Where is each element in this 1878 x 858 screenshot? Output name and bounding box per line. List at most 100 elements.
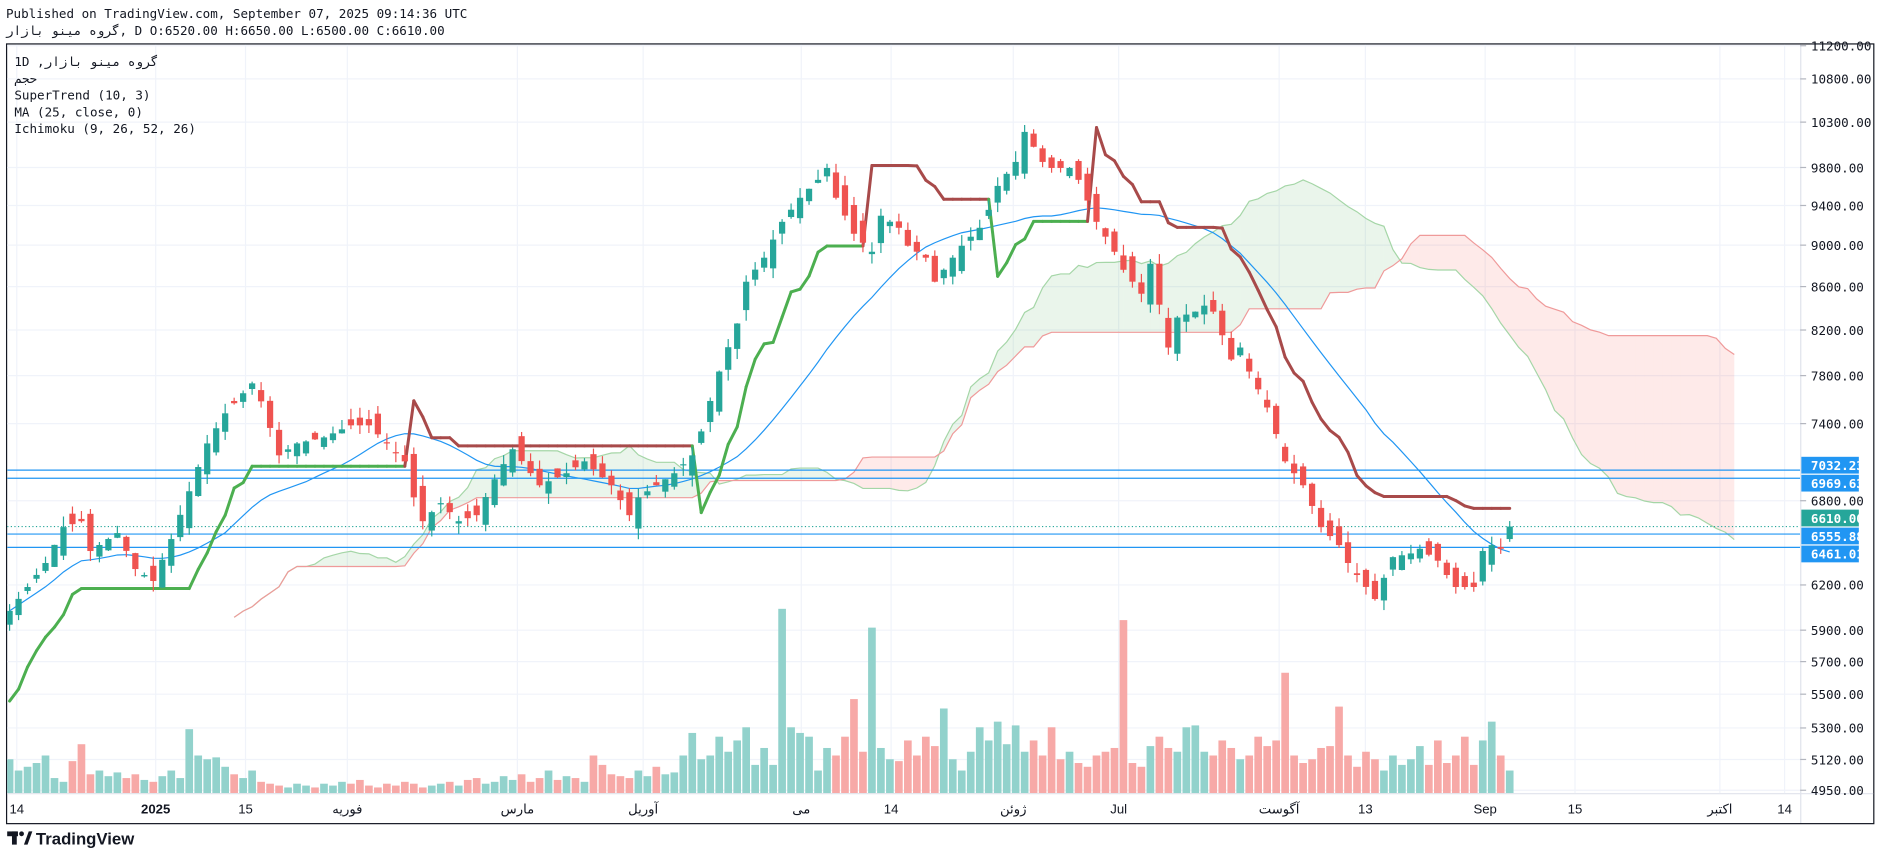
- candle[interactable]: [33, 568, 40, 583]
- candle[interactable]: [1183, 304, 1190, 332]
- candle[interactable]: [491, 474, 498, 508]
- candle[interactable]: [1102, 227, 1109, 245]
- candle[interactable]: [787, 203, 795, 219]
- candle[interactable]: [1129, 251, 1136, 288]
- candle[interactable]: [159, 553, 166, 589]
- candle[interactable]: [141, 572, 148, 578]
- candle[interactable]: [284, 445, 292, 459]
- legend-ma[interactable]: MA (25, close, 0): [14, 104, 143, 119]
- candle[interactable]: [949, 255, 956, 285]
- candle[interactable]: [1084, 167, 1091, 211]
- candle[interactable]: [329, 426, 337, 444]
- candle[interactable]: [1210, 291, 1217, 315]
- legend-ichimoku[interactable]: Ichimoku (9, 26, 52, 26): [14, 121, 196, 136]
- candle[interactable]: [356, 407, 364, 434]
- candle[interactable]: [1066, 167, 1073, 179]
- candle[interactable]: [698, 428, 705, 445]
- candle[interactable]: [455, 515, 462, 534]
- candle[interactable]: [931, 250, 938, 283]
- candle[interactable]: [680, 457, 687, 476]
- candle[interactable]: [868, 242, 876, 264]
- candle[interactable]: [1021, 124, 1028, 179]
- candle[interactable]: [985, 200, 992, 220]
- candle[interactable]: [96, 541, 103, 563]
- candle[interactable]: [24, 583, 31, 595]
- candle[interactable]: [823, 163, 831, 182]
- candle[interactable]: [635, 488, 642, 540]
- candle[interactable]: [554, 468, 561, 479]
- candle[interactable]: [832, 163, 840, 200]
- candle[interactable]: [1039, 145, 1046, 168]
- candle[interactable]: [60, 516, 67, 560]
- candle[interactable]: [563, 462, 570, 485]
- candle[interactable]: [886, 219, 894, 234]
- candle[interactable]: [1488, 536, 1495, 572]
- candle[interactable]: [778, 219, 786, 245]
- candle[interactable]: [383, 433, 390, 450]
- candle[interactable]: [123, 535, 130, 558]
- candle[interactable]: [410, 447, 417, 507]
- candle[interactable]: [78, 510, 85, 523]
- candle[interactable]: [473, 498, 480, 522]
- candle[interactable]: [1174, 315, 1181, 361]
- candle[interactable]: [105, 537, 112, 552]
- legend-supertrend[interactable]: SuperTrend (10, 3): [14, 88, 150, 103]
- candle[interactable]: [536, 460, 543, 488]
- candle[interactable]: [42, 556, 49, 574]
- time-axis[interactable]: 14 2025 15 فوریه مارس آوریل می 14 ژوئن Jul آگوست 13…: [9, 800, 1791, 817]
- candle[interactable]: [464, 504, 471, 527]
- candle[interactable]: [231, 397, 238, 405]
- candle[interactable]: [895, 213, 902, 235]
- candle[interactable]: [590, 448, 597, 476]
- candle[interactable]: [617, 484, 624, 510]
- candle[interactable]: [1228, 331, 1235, 362]
- candle[interactable]: [1416, 544, 1423, 563]
- candle[interactable]: [1138, 273, 1145, 303]
- candle[interactable]: [841, 175, 849, 221]
- candle[interactable]: [1344, 531, 1352, 573]
- candle[interactable]: [913, 235, 920, 261]
- candle[interactable]: [1291, 454, 1298, 484]
- candle[interactable]: [1317, 500, 1325, 533]
- candle[interactable]: [1093, 186, 1100, 230]
- candle[interactable]: [1048, 155, 1055, 173]
- candle[interactable]: [1389, 556, 1397, 576]
- candle[interactable]: [266, 396, 274, 437]
- candle[interactable]: [311, 431, 319, 440]
- candle[interactable]: [1506, 521, 1513, 542]
- candle[interactable]: [1380, 574, 1388, 611]
- tradingview-logo[interactable]: TradingView: [7, 830, 135, 849]
- candle[interactable]: [392, 441, 399, 463]
- candle[interactable]: [1003, 171, 1010, 195]
- candle[interactable]: [1398, 551, 1406, 571]
- candle[interactable]: [338, 419, 346, 434]
- candle[interactable]: [401, 445, 408, 462]
- candle[interactable]: [1443, 559, 1450, 579]
- candle[interactable]: [500, 455, 507, 487]
- candle[interactable]: [1264, 390, 1271, 413]
- candle[interactable]: [805, 188, 813, 205]
- candle[interactable]: [877, 208, 885, 254]
- candle[interactable]: [302, 440, 310, 457]
- candle[interactable]: [293, 441, 301, 465]
- candle[interactable]: [446, 496, 453, 520]
- candle[interactable]: [1111, 228, 1118, 256]
- candle[interactable]: [572, 454, 579, 471]
- candle[interactable]: [1452, 562, 1459, 594]
- candle[interactable]: [1371, 573, 1379, 601]
- candle[interactable]: [177, 505, 184, 542]
- candle[interactable]: [1120, 244, 1127, 273]
- candle[interactable]: [1362, 568, 1370, 595]
- candle[interactable]: [716, 370, 723, 416]
- candle[interactable]: [1434, 542, 1441, 568]
- candle[interactable]: [419, 475, 426, 530]
- candle[interactable]: [1308, 482, 1316, 514]
- candle[interactable]: [689, 447, 696, 487]
- candle[interactable]: [518, 431, 525, 465]
- candle[interactable]: [1192, 311, 1199, 319]
- candle[interactable]: [1273, 403, 1280, 439]
- candle[interactable]: [770, 230, 777, 279]
- candle[interactable]: [958, 235, 965, 274]
- candle[interactable]: [527, 453, 534, 477]
